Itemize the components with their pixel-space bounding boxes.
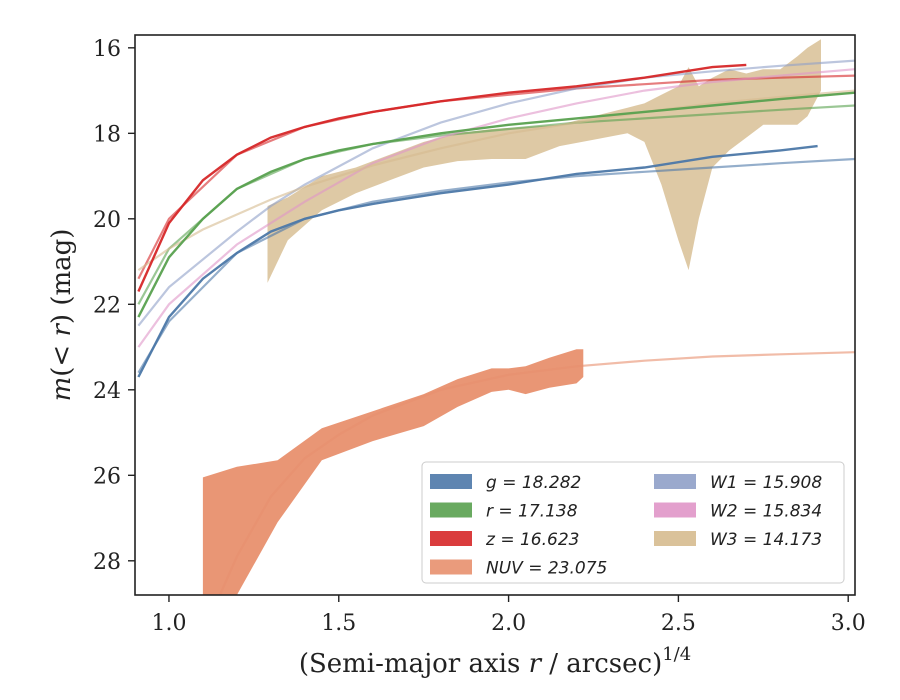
plot-area bbox=[137, 39, 855, 595]
y-tick-label: 18 bbox=[93, 122, 121, 147]
band-w3 bbox=[267, 39, 821, 283]
observed-curve-r bbox=[137, 91, 855, 318]
y-tick-label: 28 bbox=[93, 550, 121, 575]
legend-swatch-w1 bbox=[654, 474, 696, 489]
axis-ticks: 1.0 1.5 2.0 2.5 3.0 16 18 20 22 24 26 28 bbox=[93, 37, 866, 636]
plot-frame bbox=[134, 34, 856, 596]
y-tick-label: 26 bbox=[93, 464, 121, 489]
legend-box bbox=[421, 461, 845, 584]
observed-curve-g bbox=[137, 144, 818, 378]
legend-label-nuv: NUV = 23.075 bbox=[486, 559, 607, 579]
legend-swatch-g bbox=[430, 474, 472, 489]
model-curve-w2 bbox=[137, 68, 855, 348]
legend-swatch-w3 bbox=[654, 531, 696, 546]
legend: g = 18.282 r = 17.138 z = 16.623 NUV = 23.0… bbox=[421, 461, 845, 584]
y-tick-label: 22 bbox=[93, 293, 121, 318]
y-tick-label: 16 bbox=[93, 37, 121, 62]
x-tick-label: 2.0 bbox=[491, 611, 526, 636]
y-axis-label: m(< r) (mag) bbox=[47, 229, 77, 402]
x-tick-label: 2.5 bbox=[661, 611, 696, 636]
model-curve-g bbox=[137, 157, 855, 374]
model-curve-w1 bbox=[137, 59, 855, 327]
band-nuv bbox=[202, 349, 584, 595]
legend-swatch-z bbox=[430, 531, 472, 546]
model-curve-w3 bbox=[137, 89, 855, 272]
y-tick-label: 20 bbox=[93, 208, 121, 233]
x-tick-label: 3.0 bbox=[831, 611, 866, 636]
observed-curve-z bbox=[137, 63, 747, 292]
legend-label-w1: W1 = 15.908 bbox=[710, 473, 822, 493]
legend-label-g: g = 18.282 bbox=[486, 473, 581, 493]
y-tick-label: 24 bbox=[93, 379, 121, 404]
model-curve-nuv bbox=[218, 351, 855, 595]
legend-swatch-w2 bbox=[654, 502, 696, 518]
legend-label-r: r = 17.138 bbox=[486, 502, 578, 522]
legend-label-w2: W2 = 15.834 bbox=[710, 502, 822, 522]
legend-label-z: z = 16.623 bbox=[485, 530, 579, 550]
legend-swatch-r bbox=[430, 502, 472, 518]
x-tick-label: 1.0 bbox=[151, 611, 186, 636]
x-tick-label: 1.5 bbox=[321, 611, 356, 636]
legend-label-w3: W3 = 14.173 bbox=[710, 530, 822, 550]
legend-swatch-nuv bbox=[430, 559, 472, 575]
x-axis-label: (Semi-major axis r / arcsec)1/4 bbox=[299, 644, 691, 679]
